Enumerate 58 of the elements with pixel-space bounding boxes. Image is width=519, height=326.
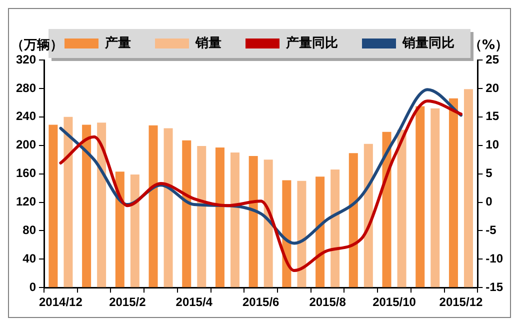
bar — [215, 147, 224, 288]
y2-tick-label: -10 — [486, 251, 504, 266]
y-tick-label: 200 — [16, 138, 36, 152]
legend-label: 销量 — [194, 36, 222, 51]
y-tick-label: 160 — [16, 166, 36, 180]
legend-label: 产量同比 — [285, 34, 338, 51]
y-tick-label: 280 — [16, 80, 36, 95]
bar — [282, 180, 292, 288]
bar — [130, 174, 140, 288]
bar — [197, 146, 206, 288]
bar — [230, 152, 240, 288]
bar — [382, 132, 392, 288]
bar — [97, 122, 106, 288]
x-tick-label: 2015/4 — [176, 295, 213, 310]
y2-tick-label: -15 — [486, 280, 504, 294]
bar — [182, 140, 192, 288]
bar — [316, 176, 325, 288]
legend-label: 产量 — [104, 34, 131, 51]
bar — [64, 116, 73, 288]
legend-label: 销量同比 — [402, 36, 454, 51]
y-tick-label: 80 — [22, 223, 36, 238]
bar — [148, 125, 158, 288]
bar — [82, 124, 92, 288]
y-tick-label: 120 — [16, 194, 36, 209]
bar — [330, 170, 340, 288]
bar — [416, 106, 425, 288]
x-tick-label: 2015/12 — [439, 295, 483, 310]
bar — [448, 98, 458, 288]
y2-tick-label: 20 — [486, 80, 500, 95]
x-tick-label: 2014/12 — [39, 295, 83, 310]
line-series — [59, 99, 462, 272]
y2-tick-label: 5 — [486, 166, 493, 180]
x-tick-label: 2015/10 — [372, 295, 416, 310]
bar — [248, 156, 258, 288]
y2-tick-label: 10 — [486, 138, 500, 152]
bar — [397, 130, 406, 288]
y2-tick-label: 0 — [486, 194, 493, 209]
x-tick-label: 2015/6 — [242, 295, 280, 310]
y-tick-label: 240 — [16, 109, 36, 124]
y2-axis-title: （%） — [468, 38, 508, 53]
bar — [348, 153, 358, 288]
bar — [464, 89, 473, 288]
x-tick-label: 2015/8 — [309, 295, 346, 310]
bar — [364, 144, 373, 288]
y2-tick-label: -5 — [486, 223, 497, 238]
bar — [430, 108, 440, 288]
bar — [297, 180, 306, 288]
y-tick-label: 320 — [16, 52, 36, 66]
y-tick-label: 0 — [29, 280, 36, 294]
y2-tick-label: 15 — [486, 109, 500, 124]
y-tick-label: 40 — [22, 251, 36, 266]
bar — [264, 160, 273, 288]
bar — [164, 128, 173, 288]
y2-tick-label: 25 — [486, 52, 500, 66]
y-axis-title: （万辆） — [11, 38, 63, 53]
bar — [115, 172, 124, 288]
bar — [48, 124, 58, 288]
x-tick-label: 2015/2 — [109, 295, 146, 310]
